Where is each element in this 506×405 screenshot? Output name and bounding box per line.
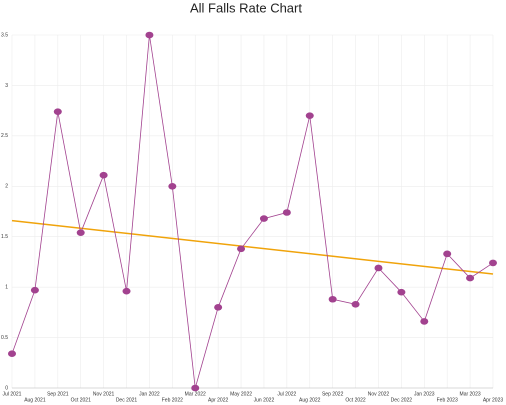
data-point xyxy=(237,245,246,253)
data-point xyxy=(282,209,291,216)
data-point xyxy=(374,264,383,272)
data-point xyxy=(443,250,452,258)
x-tick-label: May 2022 xyxy=(230,391,252,397)
trend-line xyxy=(11,219,494,275)
x-tick-label: Mar 2023 xyxy=(460,391,481,397)
series-line xyxy=(11,34,494,389)
data-point xyxy=(259,215,268,222)
data-point xyxy=(351,300,360,308)
x-tick-label: Dec 2021 xyxy=(116,397,138,403)
x-tick-label: Oct 2022 xyxy=(345,397,366,403)
y-tick-label: 0 xyxy=(5,385,8,391)
data-point xyxy=(397,288,406,296)
x-tick-label: Feb 2023 xyxy=(437,397,458,403)
x-tick-label: Nov 2021 xyxy=(93,391,115,397)
y-tick-label: 1 xyxy=(5,284,8,290)
x-tick-label: Jul 2021 xyxy=(3,391,22,397)
data-point xyxy=(53,108,62,115)
y-tick-label: 3 xyxy=(5,83,8,89)
x-tick-label: Nov 2022 xyxy=(368,391,390,397)
x-tick-label: Jan 2022 xyxy=(139,391,160,397)
y-tick-label: 2.5 xyxy=(1,133,8,139)
data-point xyxy=(30,286,39,294)
x-tick-label: Aug 2021 xyxy=(24,397,46,403)
data-point xyxy=(191,384,200,392)
x-tick-label: Sep 2021 xyxy=(47,391,69,397)
data-point xyxy=(168,182,177,190)
data-point xyxy=(145,31,154,39)
y-tick-label: 0.5 xyxy=(1,335,8,341)
x-tick-label: Jul 2022 xyxy=(277,391,296,397)
x-tick-label: Aug 2022 xyxy=(299,397,321,403)
x-tick-label: Jun 2022 xyxy=(254,397,275,403)
y-tick-label: 2 xyxy=(5,184,8,190)
data-point xyxy=(76,229,85,236)
data-point xyxy=(99,171,108,179)
x-tick-label: Feb 2022 xyxy=(162,397,183,403)
x-tick-label: Dec 2022 xyxy=(391,397,413,403)
chart-title: All Falls Rate Chart xyxy=(190,0,302,15)
x-tick-label: Oct 2021 xyxy=(71,397,92,403)
data-point xyxy=(8,350,16,358)
x-tick-label: Apr 2022 xyxy=(208,397,229,403)
data-point xyxy=(122,287,131,295)
x-tick-label: Mar 2022 xyxy=(185,391,206,397)
data-point xyxy=(328,295,337,303)
data-point xyxy=(420,318,429,325)
data-point xyxy=(489,259,497,267)
x-tick-label: Sep 2022 xyxy=(322,391,344,397)
data-point xyxy=(214,304,223,311)
data-point xyxy=(466,274,475,282)
y-tick-label: 1.5 xyxy=(1,234,8,240)
y-tick-label: 3.5 xyxy=(1,32,8,38)
x-tick-label: Jan 2023 xyxy=(414,391,435,397)
data-point xyxy=(305,112,314,119)
x-tick-label: Apr 2023 xyxy=(483,397,504,403)
